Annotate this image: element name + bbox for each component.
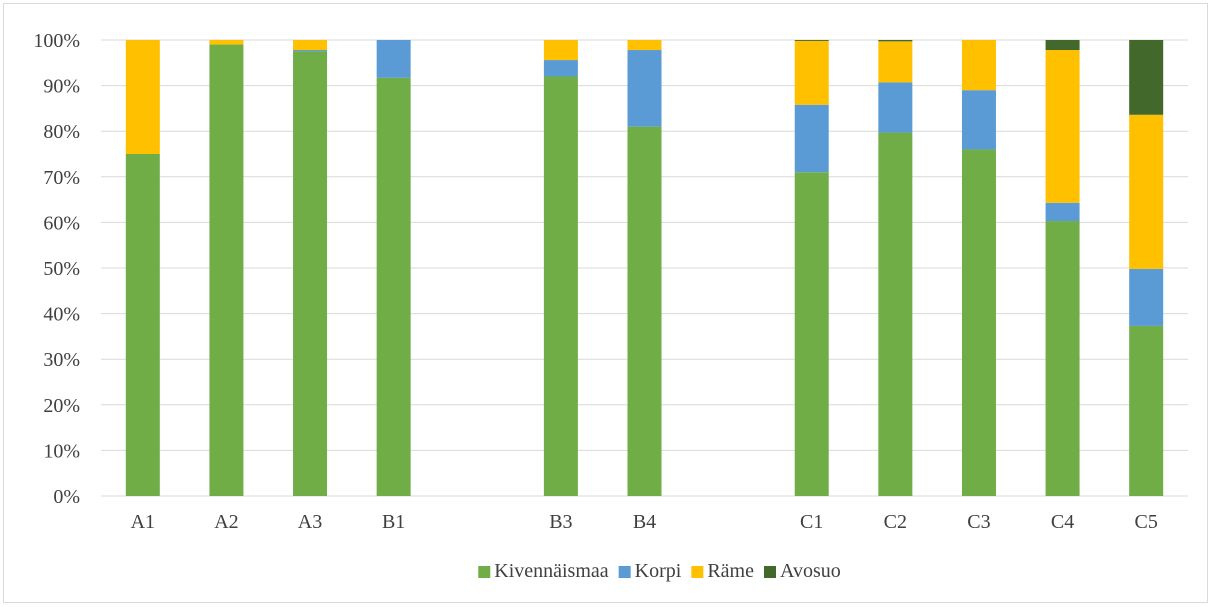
bar-segment <box>543 40 578 61</box>
legend-swatch <box>478 566 491 578</box>
bar-segment <box>1045 202 1080 222</box>
bar-segment <box>794 172 829 497</box>
x-tick-label: B3 <box>549 511 572 533</box>
bar-segment <box>878 41 913 83</box>
x-tick-label: A3 <box>298 511 322 533</box>
x-tick-label: B4 <box>633 511 656 533</box>
bar-segment <box>794 40 829 105</box>
bar-segment <box>125 40 160 154</box>
bar-segment <box>878 132 913 496</box>
y-tick-label: 80% <box>43 121 80 143</box>
bar-segment <box>543 60 578 77</box>
y-tick-label: 0% <box>53 486 80 508</box>
bar-segment <box>961 40 996 91</box>
bar-segment <box>1129 325 1164 496</box>
x-tick-label: C3 <box>967 511 990 533</box>
legend-label: Avosuo <box>780 560 841 582</box>
bar-segment <box>1045 50 1080 203</box>
legend-label: Räme <box>707 560 754 582</box>
bar-segment <box>293 40 328 51</box>
bar-segment <box>209 40 244 45</box>
legend: Kivennäismaa Korpi Räme Avosuo <box>478 560 841 582</box>
bar-segment <box>1045 40 1080 51</box>
bar-segment <box>794 40 829 41</box>
bar-segment <box>293 51 328 497</box>
bar-segment <box>125 154 160 496</box>
bar-segment <box>878 82 913 133</box>
bar-segment <box>1129 40 1164 115</box>
bar-segment <box>376 77 411 497</box>
x-tick-label: A1 <box>131 511 155 533</box>
x-tick-label: B1 <box>382 511 405 533</box>
y-tick-label: 20% <box>43 395 80 417</box>
bar-segment <box>209 44 244 497</box>
bar-segment <box>293 50 328 52</box>
x-tick-label: C4 <box>1051 511 1074 533</box>
bars <box>125 40 1164 497</box>
x-tick-label: C2 <box>884 511 907 533</box>
y-tick-label: 30% <box>43 349 80 371</box>
bar-segment <box>627 50 662 127</box>
chart-frame <box>3 3 1208 603</box>
bar-segment <box>627 126 662 496</box>
y-tick-label: 70% <box>43 167 80 189</box>
bar-segment <box>961 149 996 496</box>
bar-segment <box>627 40 662 51</box>
x-axis: A1 A2 A3 B1 B3 B4 C1 C2 C3 C4 C5 <box>131 511 1158 533</box>
bar-segment <box>1045 221 1080 497</box>
x-tick-label: A2 <box>214 511 238 533</box>
bar-segment <box>878 40 913 42</box>
legend-swatch <box>618 566 631 578</box>
legend-swatch <box>691 566 704 578</box>
bar-segment <box>1129 268 1164 326</box>
y-tick-label: 90% <box>43 76 80 98</box>
y-tick-label: 40% <box>43 304 80 326</box>
x-tick-label: C1 <box>800 511 823 533</box>
legend-swatch <box>763 566 776 578</box>
y-tick-label: 60% <box>43 212 80 234</box>
bar-segment <box>961 90 996 150</box>
y-axis: 0% 10% 20% 30% 40% 50% 60% 70% 80% 90% 100% <box>33 30 80 508</box>
y-tick-label: 50% <box>43 258 80 280</box>
bar-segment <box>1129 114 1164 269</box>
y-tick-label: 100% <box>33 30 80 52</box>
x-tick-label: C5 <box>1135 511 1158 533</box>
bar-segment <box>376 40 411 78</box>
legend-label: Kivennäismaa <box>494 560 609 582</box>
y-tick-label: 10% <box>43 440 80 462</box>
legend-label: Korpi <box>635 560 682 582</box>
bar-segment <box>794 104 829 173</box>
bar-segment <box>543 76 578 496</box>
